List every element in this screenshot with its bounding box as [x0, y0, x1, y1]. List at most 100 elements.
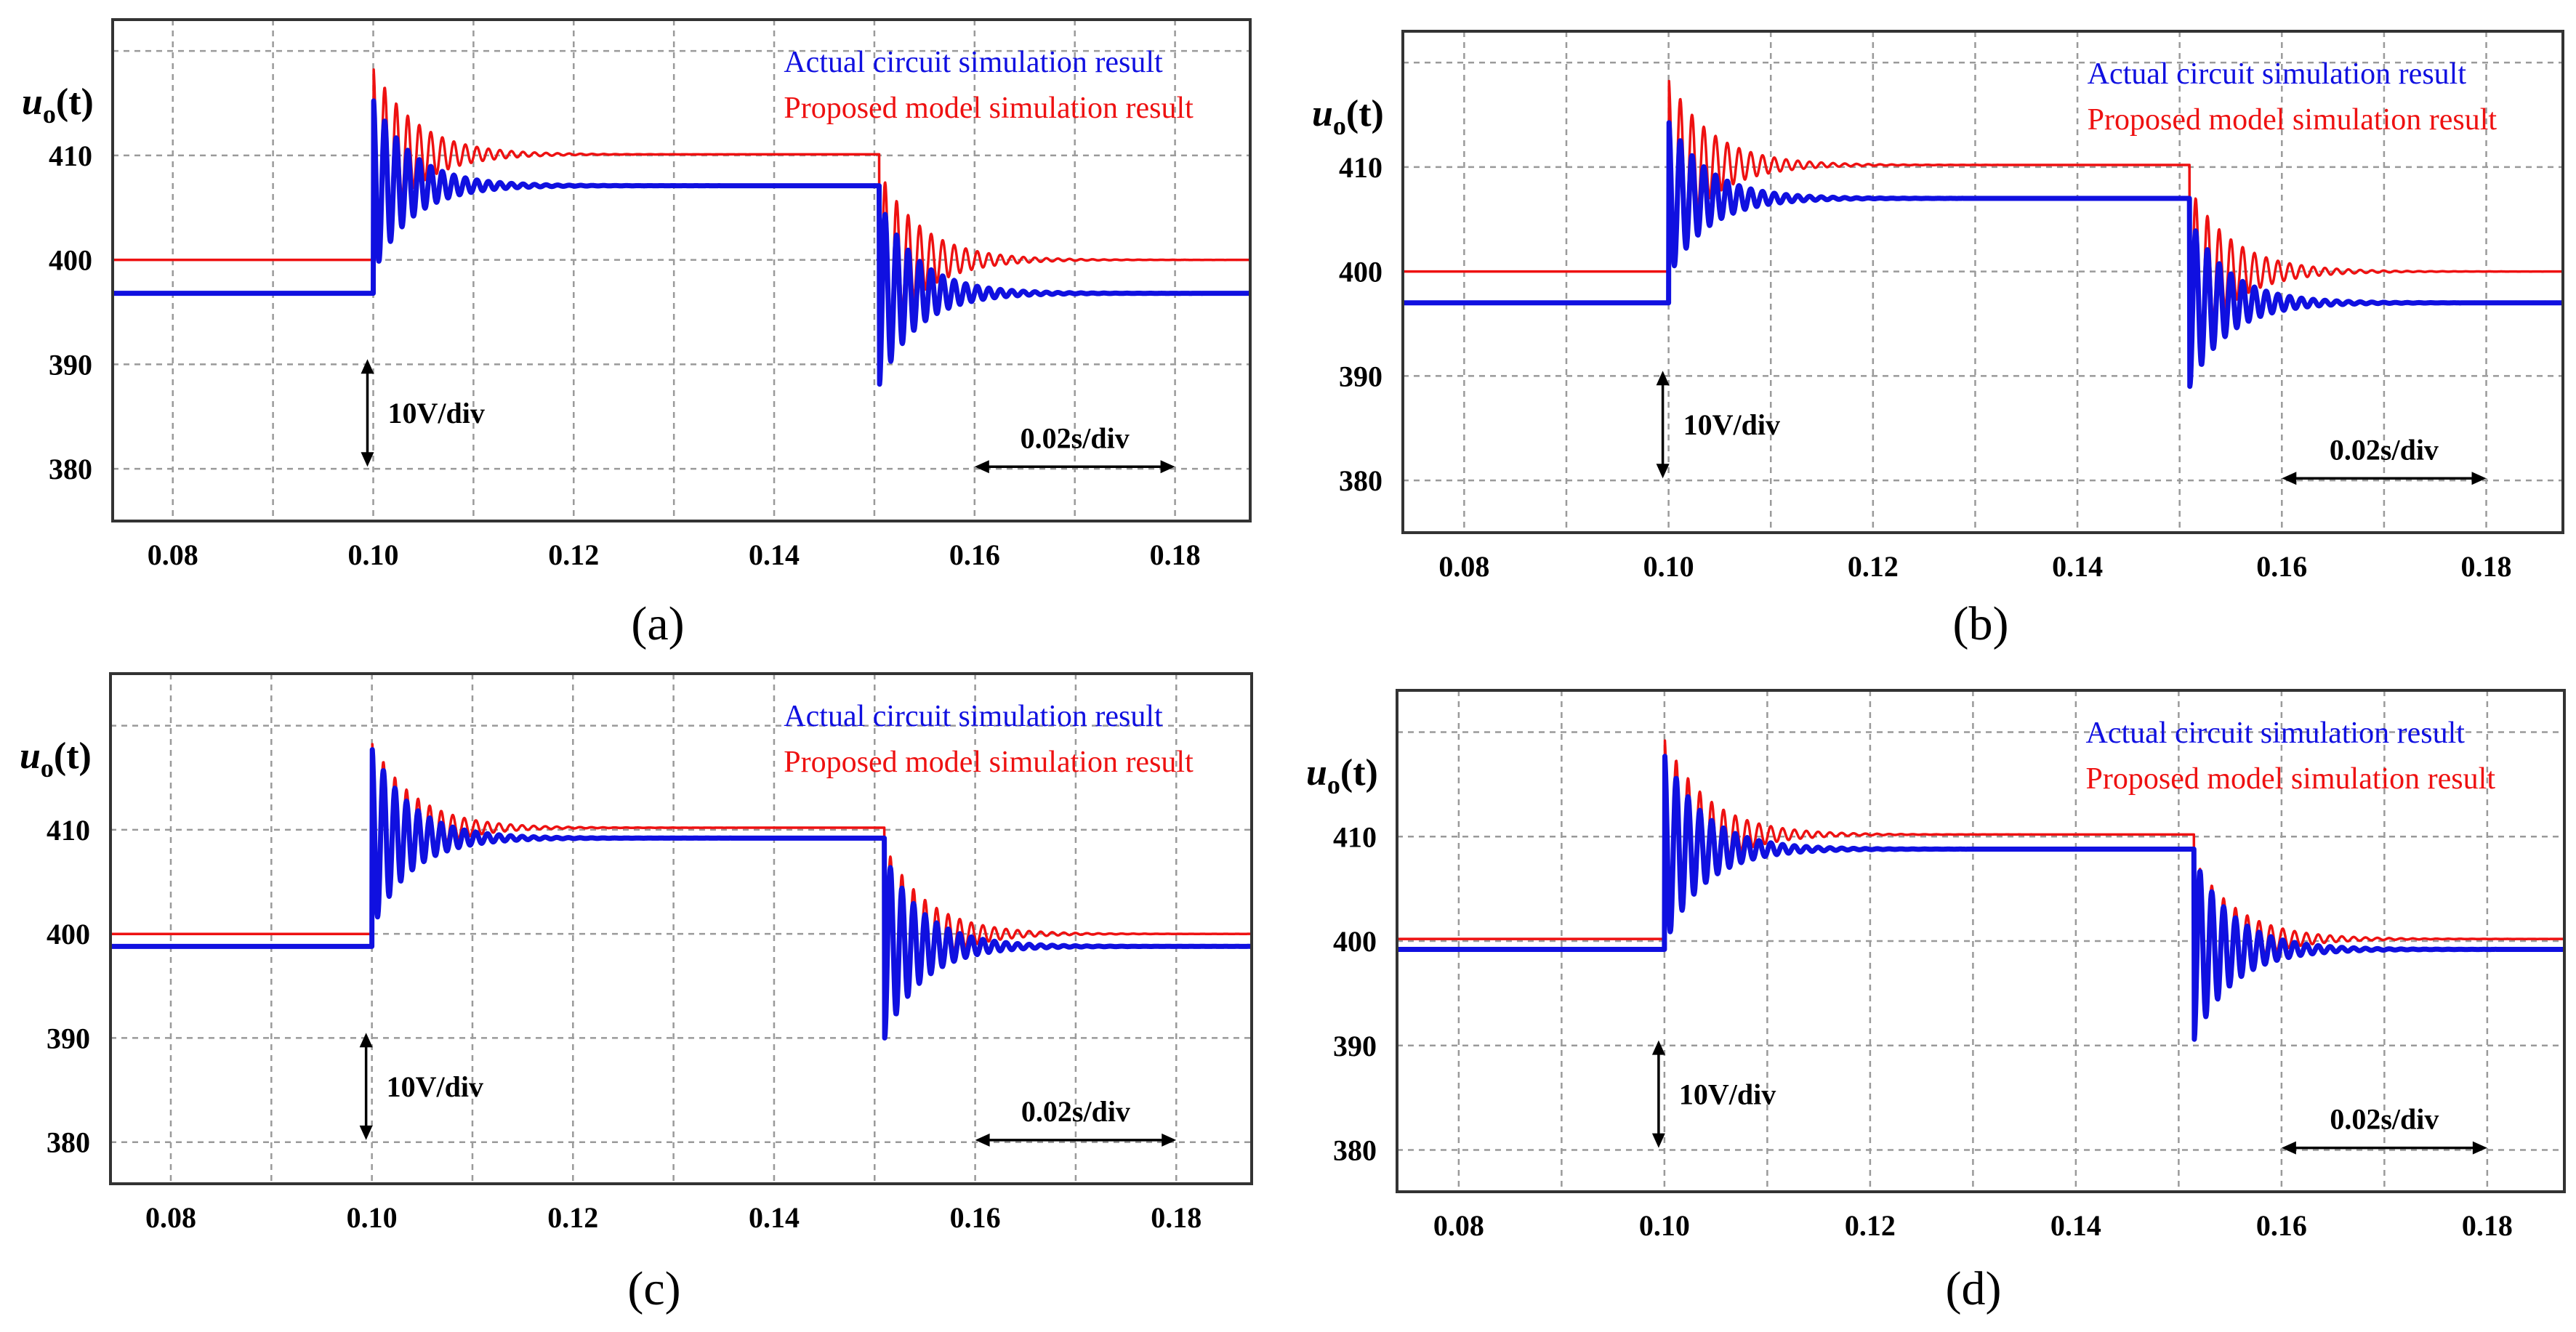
time-arrow-head-right [2472, 1141, 2487, 1155]
y-tick-label: 390 [1333, 1030, 1377, 1062]
y-tick-label: 390 [47, 1022, 90, 1054]
y-axis-label-sub: o [41, 754, 54, 783]
x-tick-label: 0.08 [1433, 1209, 1484, 1242]
plot-area [110, 674, 1252, 1184]
x-tick-label: 0.14 [2052, 550, 2103, 583]
series-model-line [1396, 739, 2565, 1020]
y-tick-label: 400 [1339, 256, 1382, 288]
y-tick-label: 380 [1333, 1134, 1377, 1167]
y-tick-label: 410 [47, 814, 90, 847]
chart-panel-3: 0.08 0.10 0.12 0.14 0.16 0.18 380 390 400 410 uo(t… [20, 672, 1254, 1315]
y-axis-label-tail: (t) [1346, 93, 1384, 134]
panel-caption: (b) [1953, 597, 2009, 650]
x-tick-label: 0.12 [1848, 550, 1899, 583]
amp-scale-label: 10V/div [388, 397, 485, 429]
time-scale-label: 0.02s/div [1021, 1095, 1130, 1128]
plot-frame [111, 18, 1252, 522]
y-axis-label-tail: (t) [56, 81, 94, 123]
series-model-line [111, 68, 1251, 350]
amp-scale-label: 10V/div [387, 1070, 483, 1103]
y-tick-label: 400 [49, 244, 92, 277]
x-tick-label: 0.18 [2462, 1209, 2513, 1242]
panel-caption: (d) [1946, 1262, 2002, 1315]
y-tick-label: 380 [47, 1126, 90, 1159]
y-axis-label: uo(t) [20, 735, 92, 783]
plot-area [113, 20, 1250, 521]
legend-actual: Actual circuit simulation result [784, 46, 1163, 79]
x-tick-label: 0.10 [1643, 550, 1694, 583]
x-tick-label: 0.10 [347, 1201, 398, 1234]
x-tick-label: 0.14 [749, 1201, 800, 1234]
y-axis-label-sub: o [1327, 770, 1340, 799]
x-tick-label: 0.18 [2461, 550, 2512, 583]
time-arrow-head-right [2471, 472, 2487, 485]
time-scale-label: 0.02s/div [1021, 421, 1130, 454]
legend-model: Proposed model simulation result [784, 746, 1194, 779]
time-scale-label: 0.02s/div [2330, 433, 2439, 466]
panel-caption: (c) [627, 1262, 680, 1315]
legend-model: Proposed model simulation result [2088, 103, 2497, 137]
plot-area [1403, 31, 2563, 533]
x-tick-label: 0.08 [145, 1201, 196, 1234]
y-axis-label-main: u [22, 81, 43, 123]
y-tick-label: 390 [1339, 360, 1382, 392]
y-tick-label: 410 [49, 140, 92, 172]
x-tick-label: 0.16 [949, 538, 1000, 571]
amp-arrow-head-down [1651, 1133, 1665, 1148]
y-axis-label-tail: (t) [1340, 752, 1378, 794]
series-model-line [1401, 79, 2564, 357]
y-tick-label: 410 [1333, 820, 1377, 853]
series-model-line [109, 743, 1252, 1024]
y-tick-label: 410 [1339, 151, 1382, 184]
legend-actual: Actual circuit simulation result [784, 700, 1163, 733]
x-tick-label: 0.12 [1845, 1209, 1896, 1242]
y-axis-label-sub: o [43, 100, 56, 129]
series-group [1395, 739, 2567, 1042]
legend-actual: Actual circuit simulation result [2088, 57, 2467, 91]
amp-scale-label: 10V/div [1679, 1078, 1776, 1111]
series-actual-line [110, 98, 1252, 387]
y-axis-label-main: u [1312, 93, 1333, 134]
y-tick-label: 400 [47, 918, 90, 950]
legend-actual: Actual circuit simulation result [2086, 717, 2466, 750]
chart-panel-1: 0.08 0.10 0.12 0.14 0.16 0.18380390400410uo(t… [22, 18, 1252, 650]
x-tick-label: 0.12 [548, 538, 599, 571]
time-scale-label: 0.02s/div [2330, 1103, 2439, 1136]
legend-model: Proposed model simulation result [2086, 762, 2496, 796]
time-arrow-head-right [1162, 1133, 1177, 1147]
chart-panel-2: 0.08 0.10 0.12 0.14 0.16 0.18380390400410uo(t… [1312, 30, 2565, 650]
amp-arrow-head-down [359, 1125, 373, 1140]
y-tick-label: 380 [49, 453, 92, 485]
series-actual-line [1395, 754, 2567, 1042]
x-tick-label: 0.16 [2256, 550, 2307, 583]
y-axis-label-tail: (t) [54, 735, 92, 777]
chart-panel-4: 0.08 0.10 0.12 0.14 0.16 0.18380390400410uo(t… [1306, 689, 2567, 1315]
x-tick-label: 0.18 [1150, 538, 1201, 571]
x-tick-label: 0.16 [950, 1201, 1001, 1234]
x-tick-label: 0.10 [348, 538, 399, 571]
time-arrow-head-left [974, 460, 989, 474]
y-axis-label: uo(t) [1312, 93, 1384, 140]
series-actual-line [1401, 120, 2565, 389]
amp-arrow-head-up [1651, 1040, 1665, 1055]
amp-arrow-head-up [1656, 371, 1670, 386]
y-axis-label: uo(t) [22, 81, 94, 129]
plot-frame [1396, 689, 2566, 1193]
plot-frame [109, 672, 1253, 1185]
y-tick-label: 400 [1333, 925, 1377, 958]
x-tick-label: 0.08 [148, 538, 198, 571]
time-arrow-head-left [2281, 1141, 2296, 1155]
y-axis-label-main: u [1306, 752, 1327, 794]
grid [1403, 31, 2563, 533]
series-group [1401, 79, 2565, 389]
amp-arrow-head-up [359, 1033, 373, 1048]
x-tick-label: 0.18 [1151, 1201, 1202, 1234]
plot-frame [1401, 30, 2564, 534]
x-tick-label: 0.14 [749, 538, 800, 571]
series-actual-line [108, 747, 1254, 1041]
series-group [110, 68, 1252, 387]
amp-arrow-head-down [361, 452, 374, 467]
x-tick-label: 0.14 [2050, 1209, 2101, 1242]
x-tick-label: 0.16 [2256, 1209, 2307, 1242]
